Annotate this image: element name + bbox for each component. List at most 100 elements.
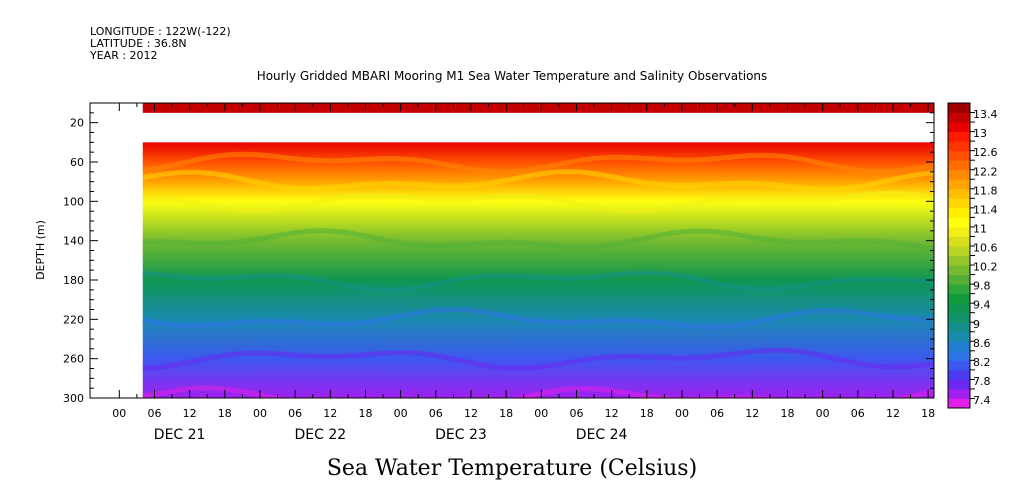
chart-subtitle: Sea Water Temperature (Celsius) — [327, 456, 697, 481]
y-tick-label: 60 — [70, 156, 84, 169]
x-tick-label: 00 — [394, 407, 408, 420]
colorbar-swatch — [948, 341, 970, 352]
isotherm-band — [142, 169, 934, 192]
isotherm-band — [142, 270, 934, 293]
isotherm-band — [142, 228, 934, 251]
colorbar-label: 11 — [973, 222, 987, 235]
x-tick-label: 12 — [323, 407, 337, 420]
day-label: DEC 23 — [435, 427, 487, 443]
colorbar-label: 11.8 — [973, 184, 998, 197]
x-tick-label: 06 — [288, 407, 302, 420]
isotherm-band — [142, 306, 934, 330]
colorbar-swatch — [948, 398, 970, 409]
colorbar-swatch — [948, 245, 970, 256]
colorbar-swatch — [948, 360, 970, 371]
x-tick-label: 18 — [640, 407, 654, 420]
colorbar-label: 9 — [973, 318, 980, 331]
x-tick-label: 00 — [534, 407, 548, 420]
colorbar-label: 7.8 — [973, 375, 991, 388]
plot-area — [89, 102, 935, 399]
colorbar-swatch — [948, 255, 970, 266]
x-tick-label: 00 — [253, 407, 267, 420]
colorbar-swatch — [948, 217, 970, 228]
colorbar-swatch — [948, 141, 970, 152]
colorbar-swatch — [948, 179, 970, 190]
x-tick-label: 06 — [147, 407, 161, 420]
colorbar-swatch — [948, 226, 970, 237]
colorbar-legend: 7.4 7.8 8.2 8.6 9 9.4 9.8 10.2 10.6 11 11.4 11.8 12.… — [947, 102, 998, 409]
x-tick-label: 00 — [112, 407, 126, 420]
y-tick-label: 180 — [63, 274, 84, 287]
x-tick-label: 12 — [183, 407, 197, 420]
colorbar-swatch — [948, 303, 970, 314]
colorbar-label: 8.6 — [973, 337, 991, 350]
x-tick-label: 06 — [851, 407, 865, 420]
colorbar-swatch — [948, 169, 970, 180]
x-tick-label: 12 — [464, 407, 478, 420]
isotherm-band — [142, 190, 934, 214]
colorbar-label: 7.4 — [973, 394, 991, 407]
colorbar-label: 13 — [973, 127, 987, 140]
x-tick-label: 06 — [569, 407, 583, 420]
x-axis: 00 06 12 18 00 06 12 18 00 06 12 18 00 06 12 18 00 06 12 18… — [112, 103, 935, 443]
colorbar-swatch — [948, 293, 970, 304]
x-tick-label: 12 — [886, 407, 900, 420]
colorbar-swatch — [948, 379, 970, 390]
colorbar-swatch — [948, 388, 970, 399]
x-tick-label: 18 — [780, 407, 794, 420]
colorbar-swatch — [948, 112, 970, 123]
colorbar-swatch — [948, 188, 970, 199]
y-axis: 20 60 100 140 180 220 260 300 — [63, 112, 934, 405]
chart-title: Hourly Gridded MBARI Mooring M1 Sea Wate… — [257, 69, 768, 83]
colorbar-label: 8.2 — [973, 356, 991, 369]
y-tick-label: 20 — [70, 117, 84, 130]
surface-band — [142, 103, 934, 113]
colorbar-label: 13.4 — [973, 108, 998, 121]
colorbar-label: 9.4 — [973, 299, 991, 312]
temperature-field — [142, 142, 934, 398]
day-label: DEC 21 — [154, 427, 206, 443]
colorbar-swatch — [948, 198, 970, 209]
x-tick-label: 18 — [358, 407, 372, 420]
isotherm-band — [142, 385, 934, 398]
y-tick-label: 140 — [63, 235, 84, 248]
colorbar-label: 10.2 — [973, 261, 998, 274]
x-tick-label: 12 — [605, 407, 619, 420]
x-tick-label: 12 — [745, 407, 759, 420]
colorbar-swatch — [948, 369, 970, 380]
colorbar-swatch — [948, 350, 970, 361]
colorbar-swatch — [948, 103, 970, 114]
isotherm-band — [142, 347, 934, 371]
colorbar-swatch — [948, 160, 970, 171]
colorbar-swatch — [948, 150, 970, 161]
x-tick-label: 18 — [499, 407, 513, 420]
y-axis-label: DEPTH (m) — [34, 220, 47, 280]
colorbar-swatch — [948, 284, 970, 295]
colorbar-swatch — [948, 265, 970, 276]
colorbar-label: 12.6 — [973, 146, 998, 159]
y-tick-label: 100 — [63, 195, 84, 208]
colorbar-swatch — [948, 312, 970, 323]
colorbar-label: 10.6 — [973, 242, 998, 255]
colorbar-swatch — [948, 274, 970, 285]
y-tick-label: 300 — [63, 392, 84, 405]
latitude-label: LATITUDE : 36.8N — [90, 37, 187, 50]
x-tick-label: 18 — [921, 407, 935, 420]
colorbar-label: 12.2 — [973, 165, 998, 178]
x-tick-label: 00 — [675, 407, 689, 420]
year-label: YEAR : 2012 — [89, 49, 158, 62]
x-tick-label: 18 — [218, 407, 232, 420]
colorbar-swatch — [948, 236, 970, 247]
x-tick-label: 06 — [710, 407, 724, 420]
isotherm-band — [142, 151, 934, 175]
day-label: DEC 24 — [576, 427, 628, 443]
colorbar-swatch — [948, 131, 970, 142]
colorbar-swatch — [948, 322, 970, 333]
colorbar-label: 11.4 — [973, 203, 998, 216]
longitude-label: LONGITUDE : 122W(-122) — [90, 25, 231, 38]
colorbar-swatch — [948, 207, 970, 218]
y-tick-label: 260 — [63, 353, 84, 366]
x-tick-label: 06 — [429, 407, 443, 420]
colorbar-swatch — [948, 331, 970, 342]
colorbar-swatch — [948, 122, 970, 133]
